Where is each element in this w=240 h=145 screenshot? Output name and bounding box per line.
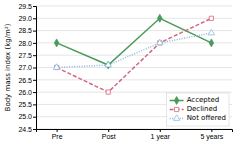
tick-mark	[33, 117, 36, 118]
y-tick: 29.0	[18, 15, 36, 22]
series-line	[57, 18, 212, 92]
point	[53, 64, 59, 70]
point	[158, 14, 163, 22]
grid-line	[36, 6, 232, 7]
tick-label: 26.5	[18, 77, 32, 84]
tick-mark	[33, 31, 36, 32]
x-tick: 5 years	[200, 129, 223, 141]
x-tick: 1 year	[151, 129, 171, 141]
legend-label: Declined	[187, 105, 218, 113]
tick-label: 29.5	[18, 3, 32, 10]
point	[105, 61, 111, 67]
tick-label: 28.5	[18, 27, 32, 34]
series-line	[57, 18, 212, 65]
grid-line	[36, 18, 232, 19]
tick-label: 25.5	[18, 101, 32, 108]
point	[157, 39, 163, 45]
tick-label: 27.5	[18, 52, 32, 59]
tick-mark	[33, 6, 36, 7]
tick-mark	[33, 43, 36, 44]
tick-mark	[33, 104, 36, 105]
y-tick: 25.0	[18, 113, 36, 120]
tick-label: 26.0	[18, 89, 32, 96]
y-tick: 26.5	[18, 77, 36, 84]
legend-box	[167, 93, 229, 126]
tick-label: 5 years	[200, 133, 223, 141]
y-tick: 27.0	[18, 64, 36, 71]
x-tick: Post	[102, 129, 116, 140]
y-tick: 29.5	[18, 3, 36, 10]
tick-label: 28.0	[18, 40, 32, 47]
point	[208, 29, 214, 35]
y-tick: 26.0	[18, 89, 36, 96]
axis-line	[33, 7, 37, 130]
tick-mark	[33, 18, 36, 19]
tick-label: 25.0	[18, 113, 32, 120]
tick-mark	[33, 80, 36, 81]
tick-mark	[33, 129, 36, 130]
y-axis-title: Body mass index (kg/m²)	[4, 23, 12, 111]
point	[106, 90, 110, 94]
y-tick: 28.0	[18, 40, 36, 47]
y-tick: 25.5	[18, 101, 36, 108]
tick-mark	[33, 68, 36, 69]
grid	[36, 6, 232, 129]
tick-mark	[33, 55, 36, 56]
series-line	[57, 33, 212, 67]
tick-mark	[108, 129, 109, 132]
point	[106, 61, 111, 69]
x-axis: Pre Post 1 year 5 years	[37, 129, 233, 141]
y-tick: 28.5	[18, 27, 36, 34]
grid-line	[36, 55, 232, 56]
tick-label: 1 year	[151, 133, 171, 141]
tick-label: Post	[102, 133, 116, 140]
point	[54, 39, 59, 47]
grid-line	[36, 79, 232, 80]
tick-mark	[160, 129, 161, 132]
grid-line	[36, 92, 232, 93]
y-axis: 24.5 25.0 25.5 26.0 26.5 27.0 27.5 28.0 28.5 29.0…	[18, 3, 36, 133]
y-tick: 27.5	[18, 52, 36, 59]
point	[209, 16, 213, 20]
grid-line	[36, 30, 232, 31]
chart: 24.5 25.0 25.5 26.0 26.5 27.0 27.5 28.0 28.5 29.0…	[0, 0, 240, 145]
x-tick: Pre	[52, 129, 63, 140]
tick-mark	[57, 129, 58, 132]
legend-marker	[175, 107, 179, 111]
legend-label: Accepted	[187, 96, 220, 104]
tick-label: 27.0	[18, 64, 32, 71]
tick-label: 29.0	[18, 15, 32, 22]
tick-label: Pre	[52, 133, 63, 140]
tick-mark	[33, 92, 36, 93]
legend-marker	[174, 97, 179, 105]
plot: 24.5 25.0 25.5 26.0 26.5 27.0 27.5 28.0 28.5 29.0…	[18, 3, 232, 141]
point	[209, 39, 214, 47]
tick-label: 24.5	[18, 126, 32, 133]
legend: AcceptedDeclinedNot offered	[167, 93, 229, 126]
tick-mark	[211, 129, 212, 132]
axis-line	[37, 130, 233, 133]
y-tick: 24.5	[18, 126, 36, 133]
legend-marker	[173, 115, 179, 121]
legend-label: Not offered	[187, 114, 226, 122]
marks	[53, 14, 214, 94]
